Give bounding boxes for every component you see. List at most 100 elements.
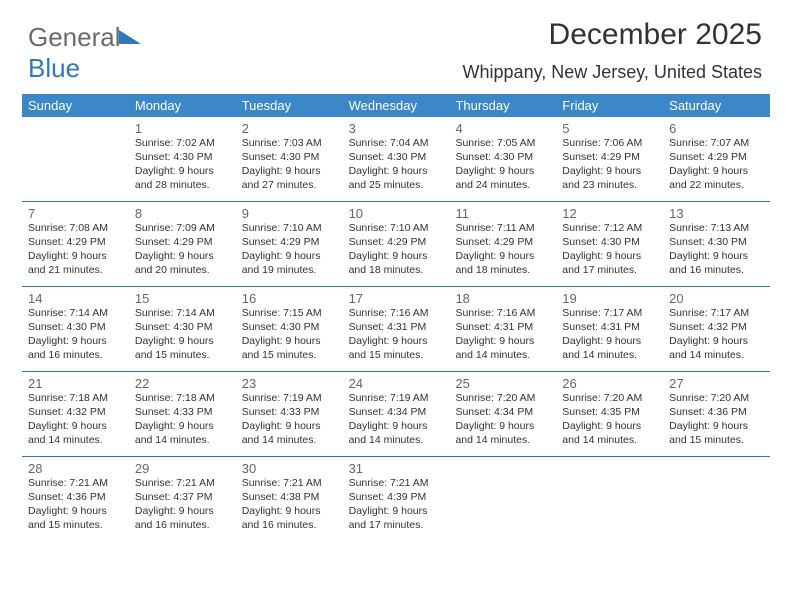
day-info: Sunrise: 7:10 AMSunset: 4:29 PMDaylight:… bbox=[347, 222, 446, 277]
daylight-text: Daylight: 9 hours and 18 minutes. bbox=[455, 250, 552, 278]
calendar-cell: 4Sunrise: 7:05 AMSunset: 4:30 PMDaylight… bbox=[449, 117, 556, 201]
sunset-text: Sunset: 4:39 PM bbox=[349, 491, 446, 505]
day-info: Sunrise: 7:13 AMSunset: 4:30 PMDaylight:… bbox=[667, 222, 766, 277]
daylight-text: Daylight: 9 hours and 15 minutes. bbox=[349, 335, 446, 363]
calendar-cell: 15Sunrise: 7:14 AMSunset: 4:30 PMDayligh… bbox=[129, 287, 236, 371]
day-number bbox=[667, 459, 766, 462]
day-number: 1 bbox=[133, 119, 232, 137]
day-number: 21 bbox=[26, 374, 125, 392]
day-number: 2 bbox=[240, 119, 339, 137]
day-number: 12 bbox=[560, 204, 659, 222]
day-number: 24 bbox=[347, 374, 446, 392]
calendar-week: 21Sunrise: 7:18 AMSunset: 4:32 PMDayligh… bbox=[22, 372, 770, 457]
daylight-text: Daylight: 9 hours and 15 minutes. bbox=[28, 505, 125, 533]
sunrise-text: Sunrise: 7:21 AM bbox=[135, 477, 232, 491]
daylight-text: Daylight: 9 hours and 16 minutes. bbox=[669, 250, 766, 278]
calendar-cell: 9Sunrise: 7:10 AMSunset: 4:29 PMDaylight… bbox=[236, 202, 343, 286]
sunset-text: Sunset: 4:30 PM bbox=[242, 151, 339, 165]
day-info: Sunrise: 7:03 AMSunset: 4:30 PMDaylight:… bbox=[240, 137, 339, 192]
day-header: Sunday bbox=[22, 94, 129, 117]
day-header-row: SundayMondayTuesdayWednesdayThursdayFrid… bbox=[22, 94, 770, 117]
daylight-text: Daylight: 9 hours and 14 minutes. bbox=[562, 420, 659, 448]
logo-text-a: General bbox=[28, 22, 121, 52]
calendar-cell bbox=[556, 457, 663, 541]
sunrise-text: Sunrise: 7:04 AM bbox=[349, 137, 446, 151]
day-number: 7 bbox=[26, 204, 125, 222]
sunrise-text: Sunrise: 7:03 AM bbox=[242, 137, 339, 151]
day-info: Sunrise: 7:17 AMSunset: 4:31 PMDaylight:… bbox=[560, 307, 659, 362]
day-info: Sunrise: 7:21 AMSunset: 4:39 PMDaylight:… bbox=[347, 477, 446, 532]
day-number: 9 bbox=[240, 204, 339, 222]
day-number: 10 bbox=[347, 204, 446, 222]
sunset-text: Sunset: 4:30 PM bbox=[669, 236, 766, 250]
day-info: Sunrise: 7:11 AMSunset: 4:29 PMDaylight:… bbox=[453, 222, 552, 277]
calendar: SundayMondayTuesdayWednesdayThursdayFrid… bbox=[22, 94, 770, 541]
calendar-weeks: 1Sunrise: 7:02 AMSunset: 4:30 PMDaylight… bbox=[22, 117, 770, 541]
daylight-text: Daylight: 9 hours and 28 minutes. bbox=[135, 165, 232, 193]
daylight-text: Daylight: 9 hours and 14 minutes. bbox=[562, 335, 659, 363]
sunrise-text: Sunrise: 7:11 AM bbox=[455, 222, 552, 236]
day-number: 25 bbox=[453, 374, 552, 392]
daylight-text: Daylight: 9 hours and 14 minutes. bbox=[455, 420, 552, 448]
day-number: 23 bbox=[240, 374, 339, 392]
day-number: 27 bbox=[667, 374, 766, 392]
sunset-text: Sunset: 4:30 PM bbox=[242, 321, 339, 335]
sunset-text: Sunset: 4:29 PM bbox=[455, 236, 552, 250]
day-number: 11 bbox=[453, 204, 552, 222]
day-number: 16 bbox=[240, 289, 339, 307]
calendar-cell: 30Sunrise: 7:21 AMSunset: 4:38 PMDayligh… bbox=[236, 457, 343, 541]
sunset-text: Sunset: 4:31 PM bbox=[349, 321, 446, 335]
day-number: 5 bbox=[560, 119, 659, 137]
daylight-text: Daylight: 9 hours and 22 minutes. bbox=[669, 165, 766, 193]
day-number bbox=[453, 459, 552, 462]
sunrise-text: Sunrise: 7:07 AM bbox=[669, 137, 766, 151]
day-info: Sunrise: 7:18 AMSunset: 4:32 PMDaylight:… bbox=[26, 392, 125, 447]
sunrise-text: Sunrise: 7:21 AM bbox=[28, 477, 125, 491]
calendar-week: 7Sunrise: 7:08 AMSunset: 4:29 PMDaylight… bbox=[22, 202, 770, 287]
day-info: Sunrise: 7:20 AMSunset: 4:35 PMDaylight:… bbox=[560, 392, 659, 447]
calendar-cell: 20Sunrise: 7:17 AMSunset: 4:32 PMDayligh… bbox=[663, 287, 770, 371]
calendar-cell: 22Sunrise: 7:18 AMSunset: 4:33 PMDayligh… bbox=[129, 372, 236, 456]
sunset-text: Sunset: 4:29 PM bbox=[349, 236, 446, 250]
sunset-text: Sunset: 4:33 PM bbox=[135, 406, 232, 420]
day-info: Sunrise: 7:19 AMSunset: 4:34 PMDaylight:… bbox=[347, 392, 446, 447]
sunrise-text: Sunrise: 7:17 AM bbox=[669, 307, 766, 321]
sunrise-text: Sunrise: 7:19 AM bbox=[242, 392, 339, 406]
day-number: 8 bbox=[133, 204, 232, 222]
sunset-text: Sunset: 4:30 PM bbox=[455, 151, 552, 165]
sunset-text: Sunset: 4:30 PM bbox=[562, 236, 659, 250]
day-number: 29 bbox=[133, 459, 232, 477]
page-title: December 2025 bbox=[549, 18, 762, 52]
sunrise-text: Sunrise: 7:18 AM bbox=[135, 392, 232, 406]
day-number: 26 bbox=[560, 374, 659, 392]
sunset-text: Sunset: 4:30 PM bbox=[135, 321, 232, 335]
calendar-cell bbox=[663, 457, 770, 541]
daylight-text: Daylight: 9 hours and 14 minutes. bbox=[135, 420, 232, 448]
sunset-text: Sunset: 4:29 PM bbox=[135, 236, 232, 250]
day-info: Sunrise: 7:14 AMSunset: 4:30 PMDaylight:… bbox=[26, 307, 125, 362]
daylight-text: Daylight: 9 hours and 25 minutes. bbox=[349, 165, 446, 193]
sunrise-text: Sunrise: 7:05 AM bbox=[455, 137, 552, 151]
sunrise-text: Sunrise: 7:16 AM bbox=[455, 307, 552, 321]
sunrise-text: Sunrise: 7:08 AM bbox=[28, 222, 125, 236]
sunrise-text: Sunrise: 7:19 AM bbox=[349, 392, 446, 406]
daylight-text: Daylight: 9 hours and 23 minutes. bbox=[562, 165, 659, 193]
sunset-text: Sunset: 4:31 PM bbox=[562, 321, 659, 335]
day-number: 14 bbox=[26, 289, 125, 307]
sunrise-text: Sunrise: 7:20 AM bbox=[562, 392, 659, 406]
sunset-text: Sunset: 4:37 PM bbox=[135, 491, 232, 505]
calendar-cell: 21Sunrise: 7:18 AMSunset: 4:32 PMDayligh… bbox=[22, 372, 129, 456]
daylight-text: Daylight: 9 hours and 17 minutes. bbox=[562, 250, 659, 278]
calendar-cell: 16Sunrise: 7:15 AMSunset: 4:30 PMDayligh… bbox=[236, 287, 343, 371]
daylight-text: Daylight: 9 hours and 27 minutes. bbox=[242, 165, 339, 193]
day-info: Sunrise: 7:18 AMSunset: 4:33 PMDaylight:… bbox=[133, 392, 232, 447]
location-text: Whippany, New Jersey, United States bbox=[463, 62, 762, 83]
calendar-cell: 26Sunrise: 7:20 AMSunset: 4:35 PMDayligh… bbox=[556, 372, 663, 456]
day-info: Sunrise: 7:04 AMSunset: 4:30 PMDaylight:… bbox=[347, 137, 446, 192]
day-info: Sunrise: 7:21 AMSunset: 4:37 PMDaylight:… bbox=[133, 477, 232, 532]
day-info: Sunrise: 7:08 AMSunset: 4:29 PMDaylight:… bbox=[26, 222, 125, 277]
calendar-cell: 25Sunrise: 7:20 AMSunset: 4:34 PMDayligh… bbox=[449, 372, 556, 456]
calendar-cell: 18Sunrise: 7:16 AMSunset: 4:31 PMDayligh… bbox=[449, 287, 556, 371]
sunset-text: Sunset: 4:38 PM bbox=[242, 491, 339, 505]
daylight-text: Daylight: 9 hours and 18 minutes. bbox=[349, 250, 446, 278]
